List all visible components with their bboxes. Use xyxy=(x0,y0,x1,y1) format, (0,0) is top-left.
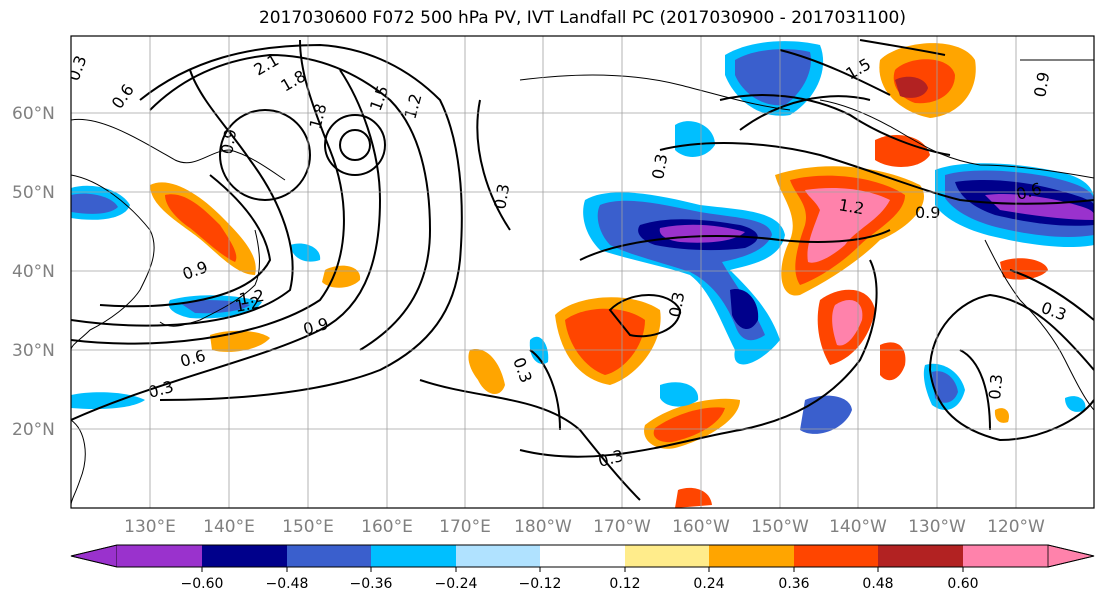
colorbar-tick-label: −0.48 xyxy=(266,576,309,592)
colorbar-ticks xyxy=(201,567,964,572)
lon-label: 130°E xyxy=(124,517,176,537)
colorbar-tick-label: −0.36 xyxy=(350,576,393,592)
lon-label: 170°W xyxy=(593,517,651,537)
colorbar-seg xyxy=(625,545,709,567)
negative-anomaly-region xyxy=(1065,396,1086,412)
colorbar-tick-label: 0.36 xyxy=(778,576,809,592)
negative-anomaly-region xyxy=(71,193,118,214)
negative-anomaly-region xyxy=(800,395,852,434)
colorbar-seg xyxy=(794,545,878,567)
colorbar-seg xyxy=(878,545,963,567)
lon-label: 150°E xyxy=(282,517,334,537)
lon-label: 180°W xyxy=(514,517,572,537)
colorbar-seg xyxy=(70,544,118,568)
lon-label: 160°E xyxy=(361,517,413,537)
lon-label: 140°E xyxy=(203,517,255,537)
colorbar-tick-label: 0.60 xyxy=(947,576,978,592)
colorbar-seg xyxy=(202,545,287,567)
colorbar-tick-label: 0.48 xyxy=(862,576,893,592)
negative-anomaly-region xyxy=(730,289,759,330)
positive-anomaly-region xyxy=(653,407,725,443)
colorbar-seg xyxy=(456,545,540,567)
negative-anomaly-region xyxy=(985,193,1094,220)
positive-anomaly-region xyxy=(468,349,505,395)
colorbar-tick-label: −0.12 xyxy=(519,576,562,592)
lat-label: 60°N xyxy=(12,104,55,124)
colorbar-seg xyxy=(117,545,202,567)
positive-anomaly-region xyxy=(675,487,712,508)
contour-label: 0.9 xyxy=(1030,70,1053,98)
lat-label: 50°N xyxy=(12,183,55,203)
colorbar-seg xyxy=(287,545,371,567)
positive-anomaly-region xyxy=(994,408,1009,423)
lon-label: 120°W xyxy=(987,517,1045,537)
negative-anomaly-region xyxy=(932,371,958,403)
colorbar-outline xyxy=(70,544,1095,568)
positive-anomaly-region xyxy=(875,135,930,167)
contour-label: 0.3 xyxy=(985,373,1006,400)
colorbar-seg xyxy=(371,545,456,567)
positive-anomaly-region xyxy=(880,342,906,381)
colorbar-seg xyxy=(963,545,1048,567)
colorbar-tick-label: 0.24 xyxy=(693,576,724,592)
lon-label: 170°E xyxy=(439,517,491,537)
contour-label: 0.3 xyxy=(490,182,513,210)
lat-label: 30°N xyxy=(12,341,55,361)
negative-anomaly-region xyxy=(675,121,715,157)
contour-label: 1.2 xyxy=(237,286,265,309)
map-frame xyxy=(70,35,1095,509)
positive-anomaly-region xyxy=(805,188,890,263)
colorbar-tick-label: 0.12 xyxy=(609,576,640,592)
colorbar-seg xyxy=(540,545,625,567)
colorbar-seg xyxy=(1047,544,1095,568)
colorbar-tick-label: −0.60 xyxy=(181,576,224,592)
gridlines xyxy=(71,36,1094,508)
negative-anomaly-region xyxy=(180,300,250,314)
colorbar: −0.60 −0.48 −0.36 −0.24 −0.12 0.12 0.24 … xyxy=(70,544,1095,592)
positive-anomaly-region xyxy=(565,308,645,375)
longitude-labels: 130°E 140°E 150°E 160°E 170°E 180°W 170°… xyxy=(124,517,1045,537)
contour-label: 1.2 xyxy=(233,293,261,316)
positive-anomaly-region xyxy=(895,76,928,98)
negative-anomaly-region xyxy=(290,243,321,262)
contour-label: 0.3 xyxy=(648,152,671,180)
negative-anomaly-region xyxy=(660,382,699,407)
latitude-labels: 60°N 50°N 40°N 30°N 20°N xyxy=(12,104,55,440)
positive-anomaly-region xyxy=(832,300,863,346)
lon-label: 140°W xyxy=(829,517,887,537)
colorbar-seg xyxy=(709,545,794,567)
lon-label: 150°W xyxy=(751,517,809,537)
positive-anomaly-region xyxy=(165,194,237,262)
map-title: 2017030600 F072 500 hPa PV, IVT Landfall… xyxy=(258,8,906,28)
colorbar-tick-label: −0.24 xyxy=(435,576,478,592)
lon-label: 160°W xyxy=(672,517,730,537)
contour-label: 0.9 xyxy=(915,203,940,222)
lat-label: 40°N xyxy=(12,262,55,282)
contour-label: 1.2 xyxy=(837,195,865,218)
negative-anomaly-region xyxy=(71,392,145,410)
contour-label: 0.3 xyxy=(665,290,688,318)
lon-label: 130°W xyxy=(908,517,966,537)
lat-label: 20°N xyxy=(12,420,55,440)
pv-contours xyxy=(71,39,1094,501)
negative-anomaly-region xyxy=(735,49,811,106)
positive-anomaly-region xyxy=(1000,258,1048,280)
